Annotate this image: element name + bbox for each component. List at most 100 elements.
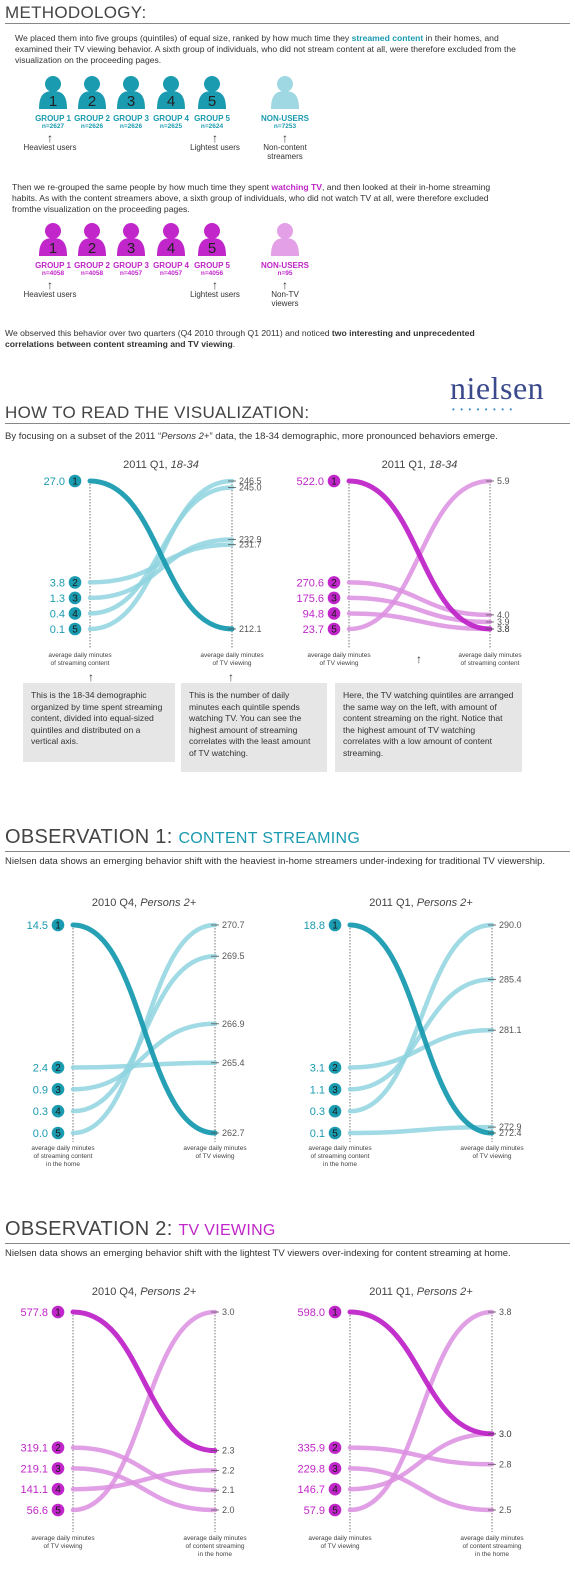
quintile-number: 1 <box>55 1308 61 1319</box>
divider <box>5 23 570 24</box>
quintile-marker-4 <box>51 1482 65 1496</box>
title-text: 2010 Q4, <box>92 897 140 909</box>
divider <box>5 1243 570 1244</box>
text: ” data, the 18-34 demographic, more pron… <box>209 431 498 442</box>
left-axis-label: average daily minutes <box>31 1145 95 1152</box>
person-icon: 5 <box>198 76 226 110</box>
series-line-4 <box>87 485 235 616</box>
person-icon: 3 <box>117 76 145 110</box>
series-line-2 <box>347 1027 495 1070</box>
left-axis-label: average daily minutes <box>307 652 371 659</box>
quintile-number: 2 <box>332 1443 338 1454</box>
right-axis-label: average daily minutes <box>458 652 522 659</box>
left-axis-label: of streaming content <box>51 660 110 667</box>
group-count: n=2625 <box>159 123 183 130</box>
title-emphasis: Persons 2+ <box>417 1286 474 1298</box>
left-axis-label: of streaming content <box>311 1153 370 1160</box>
right-value-label: 2.5 <box>499 1505 512 1515</box>
text: OBSERVATION 2: <box>5 1218 179 1240</box>
heaviest-users-label-1: ↑ Heaviest users <box>15 132 85 152</box>
group-3: 3 GROUP 3 n=2626 <box>111 75 151 130</box>
series-line-5 <box>346 478 493 632</box>
series-line-1 <box>70 922 218 1136</box>
series-line-5 <box>70 922 218 1136</box>
right-value-label: 3.8 <box>497 624 510 634</box>
title-text: 2010 Q4, <box>92 1286 140 1298</box>
series-line-3 <box>70 1021 218 1092</box>
series-line-2 <box>70 1445 218 1493</box>
quintile-number: 1 <box>331 477 337 488</box>
group-count: n=2624 <box>200 123 224 130</box>
info-box-2: This is the number of daily minutes each… <box>181 683 327 772</box>
group-2: 2 GROUP 2 n=2626 <box>72 75 112 130</box>
person-icon <box>271 223 299 256</box>
quintile-number: 4 <box>331 609 337 620</box>
left-value-label: 522.0 <box>296 476 324 488</box>
left-value-label: 577.8 <box>20 1307 48 1319</box>
svg-text:1: 1 <box>49 240 57 256</box>
quintile-number: 4 <box>55 1485 61 1496</box>
series-line-4 <box>347 922 495 1114</box>
left-value-label: 56.6 <box>27 1505 48 1517</box>
observation-2-paragraph: Nielsen data shows an emerging behavior … <box>5 1248 511 1259</box>
group-5: 5 GROUP 5 n=2624 <box>192 75 232 130</box>
left-axis-label: average daily minutes <box>308 1535 372 1542</box>
quintile-marker-4 <box>328 1104 342 1118</box>
title-text: 2011 Q1, <box>123 459 171 471</box>
methodology-paragraph-2: Then we re-grouped the same people by ho… <box>12 182 512 215</box>
right-value-label: 265.4 <box>222 1058 245 1068</box>
left-axis-label: average daily minutes <box>48 652 112 659</box>
right-value-label: 281.1 <box>499 1025 522 1035</box>
left-value-label: 2.4 <box>33 1062 48 1074</box>
info-box-3: Here, the TV watching quintiles are arra… <box>335 683 522 772</box>
right-axis-label: of TV viewing <box>213 660 252 667</box>
group-non-users: NON-USERS n=95 <box>261 222 309 277</box>
right-value-label: 2.8 <box>499 1459 512 1469</box>
right-value-label: 212.1 <box>239 624 262 634</box>
lightest-users-label-2: ↑ Lightest users <box>180 279 250 299</box>
divider <box>5 851 570 852</box>
quintile-marker-2 <box>328 1061 342 1074</box>
group-label: GROUP 1 <box>35 114 71 123</box>
quintile-number: 3 <box>331 593 337 604</box>
series-line-1 <box>70 1309 218 1454</box>
quintile-marker-5 <box>328 1503 342 1517</box>
left-value-label: 57.9 <box>304 1505 325 1517</box>
left-value-label: 146.7 <box>297 1484 325 1496</box>
quintile-number: 4 <box>72 609 78 620</box>
quintile-number: 3 <box>55 1464 61 1475</box>
quintile-marker-1 <box>68 474 82 488</box>
group-label: GROUP 3 <box>113 114 149 123</box>
text: By focusing on a subset of the 2011 “ <box>5 431 162 442</box>
series-line-2 <box>87 542 235 585</box>
info-box-1: This is the 18-34 demographic organized … <box>23 683 175 762</box>
series-line-2 <box>346 580 493 618</box>
right-value-label: 245.0 <box>239 482 262 492</box>
quintile-number: 1 <box>72 477 78 488</box>
text: Then we re-grouped the same people by ho… <box>12 182 272 192</box>
series-line-4 <box>347 1431 495 1492</box>
non-tv-viewers-label: ↑ Non-TV viewers <box>250 279 320 308</box>
text: Lightest users <box>190 143 240 152</box>
svg-text:2: 2 <box>88 240 96 256</box>
series-line-4 <box>346 611 493 632</box>
group-count: n=4057 <box>159 270 183 277</box>
series-line-2 <box>347 1445 495 1467</box>
left-axis-label: of TV viewing <box>44 1543 83 1550</box>
group-label: NON-USERS <box>260 114 309 123</box>
quintile-marker-4 <box>328 1482 342 1496</box>
series-line-4 <box>70 1468 218 1492</box>
text: streamers <box>267 152 303 161</box>
group-label: GROUP 3 <box>113 261 149 270</box>
quintile-number: 2 <box>331 578 337 589</box>
left-value-label: 1.1 <box>310 1084 325 1096</box>
quintile-number: 3 <box>55 1085 61 1096</box>
group-non-users: NON-USERS n=7253 <box>261 75 309 130</box>
quintile-number: 3 <box>72 593 78 604</box>
emphasis: CONTENT STREAMING <box>178 830 361 847</box>
right-value-label: 272.9 <box>499 1122 522 1132</box>
quintile-number: 3 <box>332 1464 338 1475</box>
left-value-label: 3.8 <box>50 577 65 589</box>
how-to-paragraph: By focusing on a subset of the 2011 “Per… <box>5 431 565 442</box>
svg-text:4: 4 <box>167 93 175 109</box>
